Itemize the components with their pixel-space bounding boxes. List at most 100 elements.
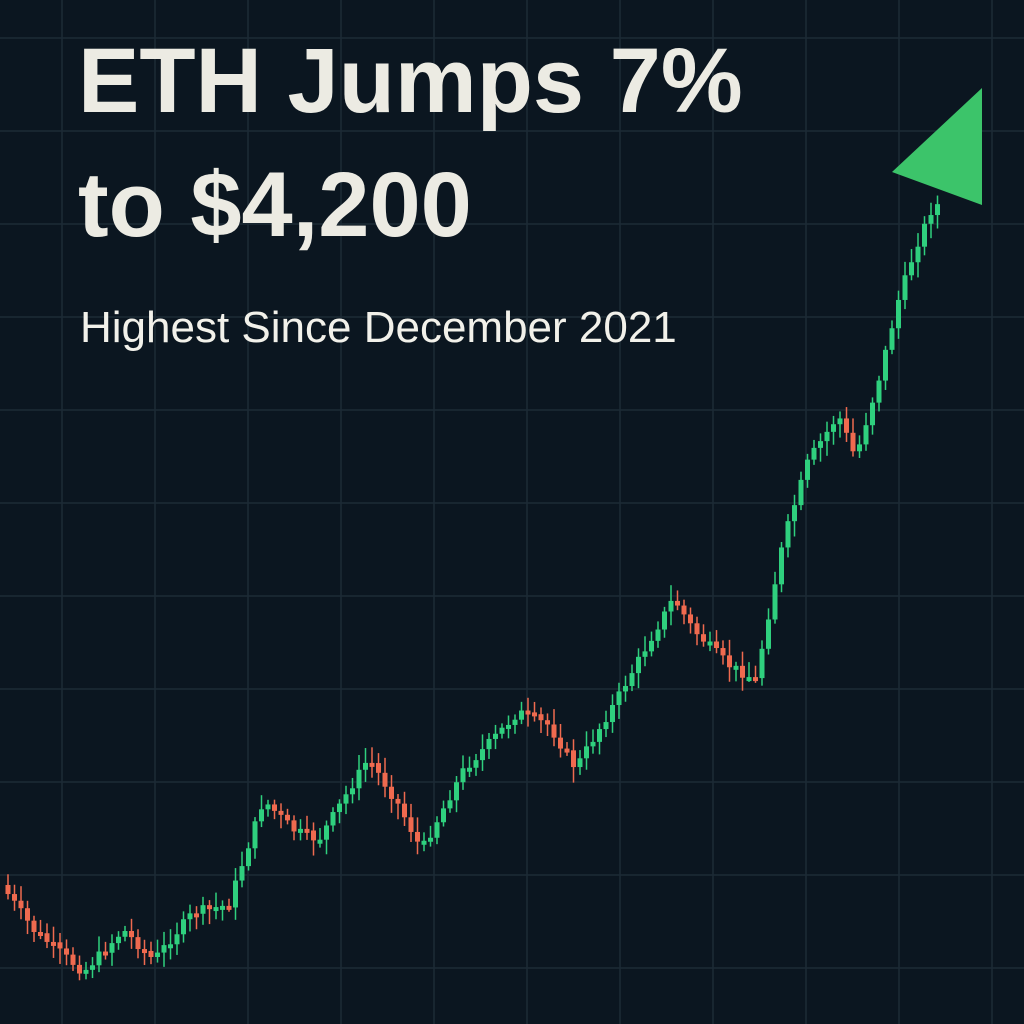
- candle-body: [714, 641, 719, 649]
- candle-body: [792, 505, 797, 522]
- candle-body: [538, 714, 544, 721]
- candle-body: [551, 724, 557, 738]
- candle-body: [31, 920, 37, 932]
- candle-body: [701, 634, 706, 642]
- candle-body: [811, 447, 817, 460]
- candle-body: [532, 712, 537, 717]
- candle-body: [369, 762, 375, 767]
- candle-body: [863, 425, 869, 445]
- candle-body: [655, 629, 661, 641]
- candle-body: [129, 931, 134, 938]
- candle-body: [831, 424, 836, 432]
- candle-body: [18, 900, 24, 909]
- candle-body: [870, 402, 875, 426]
- candle-body: [447, 800, 453, 809]
- candle-body: [525, 710, 531, 715]
- candle-body: [597, 729, 602, 742]
- candle-body: [5, 885, 11, 895]
- candle-body: [928, 215, 934, 224]
- candle-body: [818, 441, 823, 448]
- candle-body: [38, 931, 43, 936]
- candle-body: [668, 600, 674, 612]
- candle-body: [330, 812, 336, 826]
- candle-body: [460, 768, 466, 783]
- candle-body: [902, 275, 908, 300]
- candle-body: [473, 760, 479, 768]
- candle-body: [298, 828, 303, 833]
- candle-body: [408, 817, 414, 832]
- candle-body: [272, 804, 277, 811]
- candle-body: [207, 905, 212, 910]
- candle-body: [148, 950, 154, 958]
- candle-body: [109, 943, 115, 953]
- candle-body: [350, 788, 355, 795]
- candle-body: [922, 223, 927, 247]
- candle-body: [798, 479, 804, 506]
- candle-body: [155, 952, 160, 958]
- candle-body: [512, 719, 518, 725]
- candle-body: [64, 948, 69, 955]
- candle-body: [187, 913, 193, 920]
- candle-body: [90, 965, 95, 970]
- candle-body: [720, 648, 726, 656]
- up-arrow: [892, 88, 982, 205]
- candle-body: [324, 825, 329, 840]
- candle-body: [25, 908, 30, 921]
- candle-body: [759, 648, 765, 679]
- candle-body: [434, 822, 440, 838]
- candle-body: [623, 686, 628, 692]
- candle-body: [122, 931, 128, 937]
- candle-body: [252, 821, 258, 849]
- candle-body: [889, 328, 895, 350]
- candle-body: [428, 837, 433, 842]
- candle-body: [857, 444, 862, 452]
- candle-body: [395, 798, 401, 804]
- candle-body: [83, 969, 89, 974]
- candle-body: [200, 905, 206, 914]
- candle-body: [389, 786, 394, 799]
- candle-body: [707, 641, 713, 646]
- candle-body: [694, 623, 700, 635]
- candle-body: [740, 665, 745, 678]
- candles: [5, 195, 940, 981]
- candle-body: [590, 741, 596, 747]
- candle-body: [766, 619, 771, 649]
- candle-body: [363, 762, 368, 770]
- candle-body: [246, 848, 251, 867]
- candle-body: [935, 204, 940, 216]
- candle-body: [343, 794, 349, 804]
- candle-body: [454, 782, 459, 801]
- candle-body: [421, 840, 427, 845]
- candle-body: [441, 808, 446, 823]
- candle-body: [564, 748, 570, 753]
- candle-body: [909, 262, 914, 276]
- candle-body: [850, 432, 856, 452]
- candle-body: [103, 951, 108, 956]
- candle-body: [382, 772, 388, 787]
- candle-body: [233, 880, 238, 908]
- candle-body: [753, 677, 758, 682]
- title-line: to $4,200: [78, 154, 472, 256]
- candle-body: [772, 584, 778, 620]
- candle-body: [161, 945, 167, 953]
- candle-body: [733, 665, 739, 670]
- candle-body: [278, 810, 284, 815]
- candle-body: [519, 710, 524, 720]
- candle-body: [499, 727, 505, 734]
- candle-body: [77, 964, 82, 974]
- candle-body: [285, 814, 290, 821]
- candle-body: [603, 722, 609, 730]
- candle-body: [584, 746, 589, 759]
- candle-body: [688, 614, 693, 624]
- candle-body: [174, 934, 180, 945]
- candle-body: [837, 418, 843, 425]
- candle-body: [467, 767, 472, 772]
- candle-body: [12, 894, 17, 901]
- candle-body: [415, 831, 420, 842]
- candle-body: [44, 933, 50, 942]
- candle-body: [70, 954, 76, 965]
- candle-body: [213, 907, 219, 912]
- candle-body: [675, 600, 680, 606]
